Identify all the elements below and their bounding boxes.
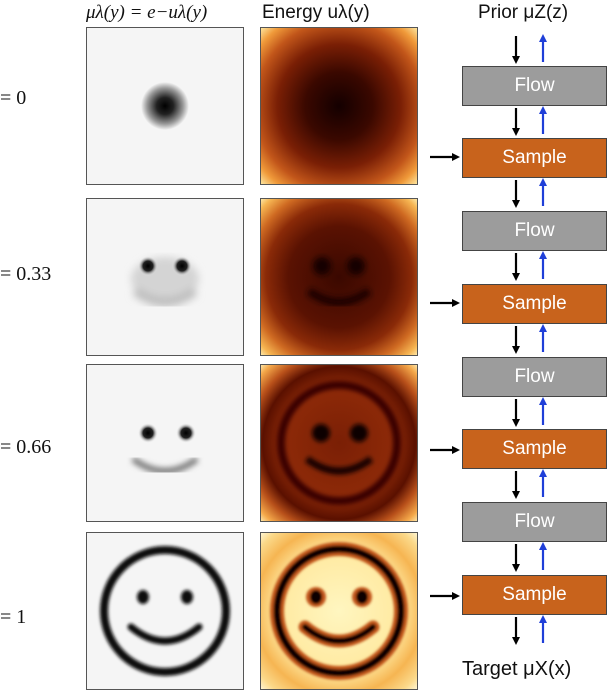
energy-header: Energy uλ(y) (262, 2, 370, 23)
energy-panel-2 (260, 364, 418, 522)
target-label: Target μX(x) (462, 658, 572, 680)
flow-box-1: Flow (462, 66, 607, 106)
sample-box-label: Sample (502, 584, 567, 605)
energy-panel-0 (260, 27, 418, 185)
row-label-1: = 0.33 (0, 263, 52, 285)
flow-box-label: Flow (514, 511, 555, 532)
density-panel-2 (86, 364, 244, 522)
sample-box-label: Sample (502, 438, 567, 459)
flow-box-2: Flow (462, 211, 607, 251)
density-panel-0 (86, 27, 244, 185)
flow-box-4: Flow (462, 502, 607, 542)
energy-panel-3 (260, 532, 418, 690)
sample-box-4: Sample (462, 575, 607, 615)
prior-header: Prior μZ(z) (478, 2, 569, 23)
energy-panel-1 (260, 198, 418, 356)
sample-box-label: Sample (502, 293, 567, 314)
flow-box-label: Flow (514, 220, 555, 241)
density-header: μλ(y) = e−uλ(y) (86, 2, 208, 23)
flow-box-label: Flow (514, 75, 555, 96)
sample-box-2: Sample (462, 284, 607, 324)
row-label-2: = 0.66 (0, 436, 52, 458)
sample-box-1: Sample (462, 138, 607, 178)
density-panel-3 (86, 532, 244, 690)
row-label-3: = 1 (0, 606, 27, 628)
row-label-0: = 0 (0, 87, 27, 109)
flow-box-3: Flow (462, 357, 607, 397)
sample-box-3: Sample (462, 429, 607, 469)
density-panel-1 (86, 198, 244, 356)
flow-box-label: Flow (514, 366, 555, 387)
sample-box-label: Sample (502, 147, 567, 168)
